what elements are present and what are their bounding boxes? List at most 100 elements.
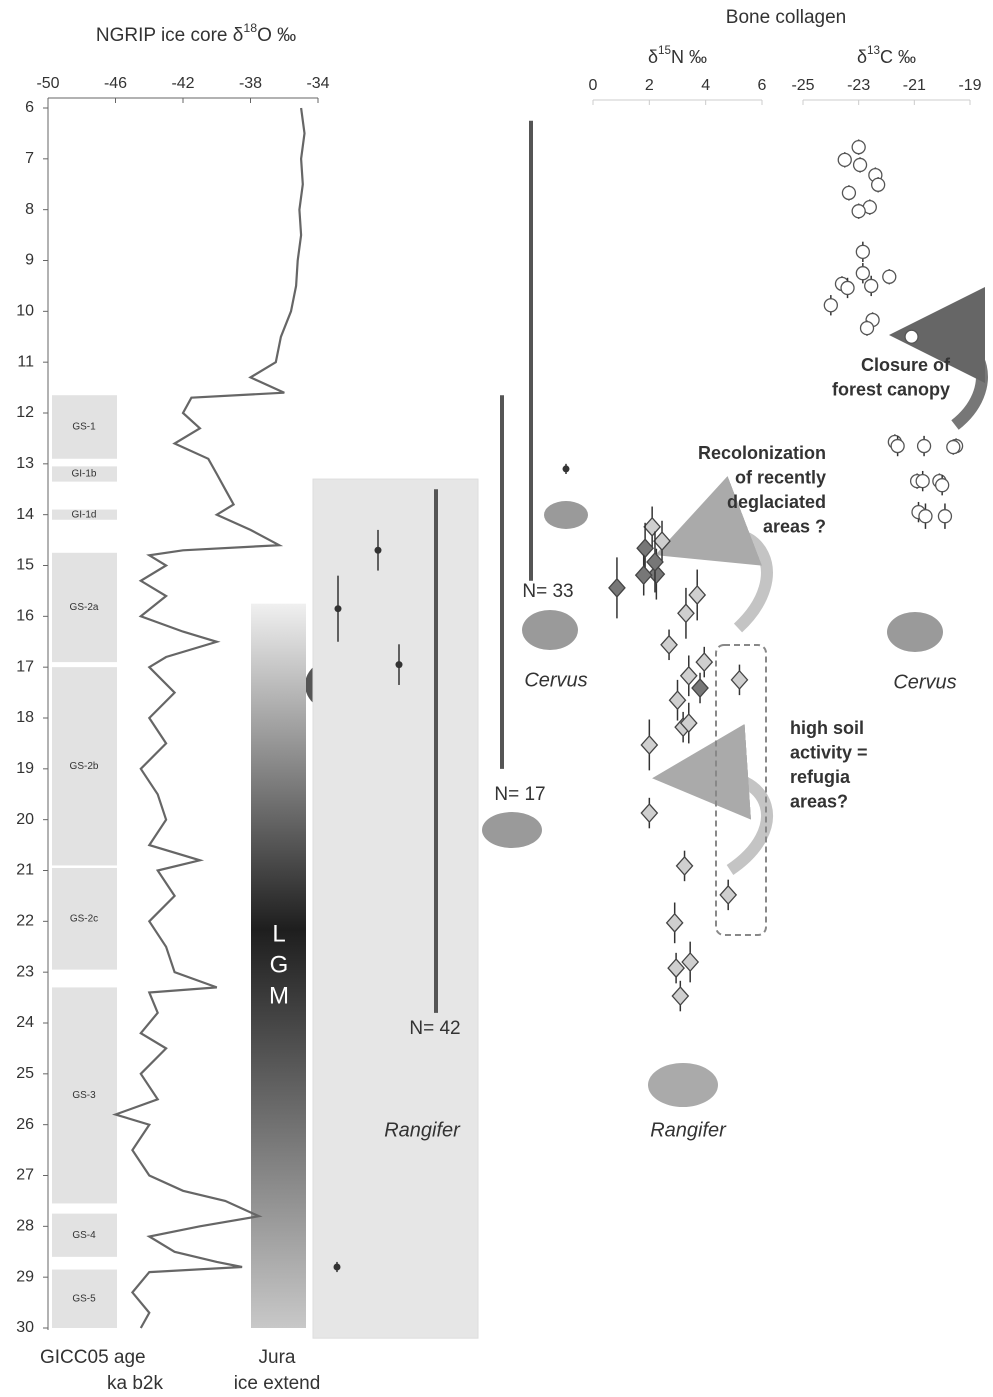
stadial-label: GS-5 bbox=[72, 1293, 96, 1304]
stadial-band bbox=[52, 509, 117, 520]
lgm-bar bbox=[251, 603, 306, 1328]
diamond bbox=[668, 690, 687, 711]
stadial-band bbox=[52, 667, 117, 866]
title-part: C ‰ bbox=[880, 47, 916, 67]
arrow bbox=[655, 476, 773, 633]
x-tick-label: -34 bbox=[306, 75, 329, 92]
y-tick-label: 20 bbox=[16, 811, 34, 828]
superscript: 18 bbox=[243, 21, 257, 35]
stadial-band bbox=[52, 987, 117, 1204]
circle-point bbox=[871, 177, 886, 192]
circle-point bbox=[837, 152, 852, 168]
date-point bbox=[334, 605, 342, 613]
diamond bbox=[688, 585, 707, 605]
y-tick-label: 12 bbox=[16, 404, 34, 421]
date-point bbox=[374, 546, 382, 554]
stadial-band bbox=[52, 1269, 117, 1328]
stadial-label: GI-1d bbox=[71, 509, 96, 520]
diamond bbox=[679, 713, 698, 734]
annotation: refugia bbox=[790, 767, 851, 787]
x-tick-label: -50 bbox=[36, 75, 59, 92]
n-label: N= 17 bbox=[494, 784, 545, 805]
annotation: high soil bbox=[790, 718, 864, 738]
circle-point bbox=[851, 204, 866, 219]
y-tick-label: 10 bbox=[16, 303, 34, 320]
ice-extent-label: ice extend bbox=[234, 1373, 321, 1394]
y-tick-label: 28 bbox=[16, 1218, 34, 1235]
diamond bbox=[665, 912, 684, 933]
y-tick-label: 27 bbox=[16, 1167, 34, 1184]
ice-extent-label: Jura bbox=[259, 1347, 296, 1368]
circle-point bbox=[859, 320, 875, 336]
stadial-band bbox=[52, 867, 117, 970]
y-axis-title: ka b2k bbox=[107, 1373, 163, 1394]
date-point bbox=[333, 1263, 341, 1271]
n-label: N= 42 bbox=[409, 1018, 460, 1039]
x-tick-label: 6 bbox=[758, 77, 767, 94]
y-tick-label: 13 bbox=[16, 455, 34, 472]
x-tick-label: 0 bbox=[589, 77, 598, 94]
diamond bbox=[646, 551, 664, 572]
circle-point bbox=[855, 244, 870, 260]
diamond bbox=[675, 855, 694, 876]
y-tick-label: 6 bbox=[25, 99, 34, 116]
annotation: Recolonization bbox=[698, 443, 826, 463]
diamond bbox=[667, 958, 685, 979]
annotation: areas ? bbox=[763, 516, 826, 536]
axis-title: δ13C ‰ bbox=[857, 44, 916, 67]
x-tick-label: 2 bbox=[645, 77, 654, 94]
y-tick-label: 29 bbox=[16, 1268, 34, 1285]
stadial-label: GS-2a bbox=[70, 602, 99, 613]
annotation: of recently bbox=[735, 467, 826, 487]
diamond bbox=[634, 565, 653, 586]
arrow bbox=[652, 723, 773, 875]
y-tick-label: 21 bbox=[16, 862, 34, 879]
x-tick-label: -46 bbox=[104, 75, 127, 92]
y-tick-label: 19 bbox=[16, 760, 34, 777]
ice-extent bbox=[312, 478, 479, 1339]
circle-point bbox=[918, 509, 933, 524]
stadial-band bbox=[52, 552, 117, 663]
y-tick-label: 9 bbox=[25, 252, 34, 269]
taxon-label: Rangifer bbox=[650, 1119, 727, 1141]
x-tick-label: -19 bbox=[958, 77, 981, 94]
d18o-line bbox=[111, 107, 306, 1329]
stadial-label: GS-1 bbox=[72, 422, 96, 433]
stadial-label: GS-4 bbox=[72, 1230, 96, 1241]
annotation: areas? bbox=[790, 791, 848, 811]
circle-point bbox=[851, 139, 866, 155]
diamond bbox=[671, 986, 690, 1007]
title-part: δ bbox=[857, 47, 867, 67]
lgm-label: L bbox=[272, 920, 285, 947]
stadial-label: GS-2b bbox=[70, 761, 99, 772]
diamond bbox=[730, 669, 749, 690]
diamond bbox=[608, 577, 626, 598]
title-part: NGRIP ice core δ bbox=[96, 25, 244, 46]
lgm-label: M bbox=[269, 982, 289, 1009]
stadial-label: GS-3 bbox=[72, 1090, 96, 1101]
animal-icon bbox=[648, 1063, 718, 1107]
taxon-label: Cervus bbox=[524, 669, 587, 691]
x-tick-label: -42 bbox=[171, 75, 194, 92]
circle-point bbox=[935, 478, 950, 493]
y-tick-label: 16 bbox=[16, 608, 34, 625]
y-tick-label: 7 bbox=[25, 150, 34, 167]
circle-point bbox=[946, 439, 961, 455]
circle-point bbox=[882, 269, 897, 284]
diamond bbox=[640, 803, 659, 824]
y-tick-label: 14 bbox=[16, 506, 34, 523]
animal-icon bbox=[522, 610, 578, 650]
circle-point bbox=[841, 185, 857, 201]
diamond bbox=[653, 531, 671, 552]
annotation: activity = bbox=[790, 742, 868, 762]
annotation: forest canopy bbox=[832, 379, 950, 399]
y-tick-label: 17 bbox=[16, 658, 34, 675]
y-tick-label: 23 bbox=[16, 963, 34, 980]
stadial-label: GI-1b bbox=[71, 469, 96, 480]
y-tick-label: 24 bbox=[16, 1014, 34, 1031]
circle-point bbox=[855, 266, 870, 281]
circle-point bbox=[823, 298, 838, 313]
circle-point bbox=[904, 329, 919, 344]
superscript: 15 bbox=[658, 44, 672, 57]
